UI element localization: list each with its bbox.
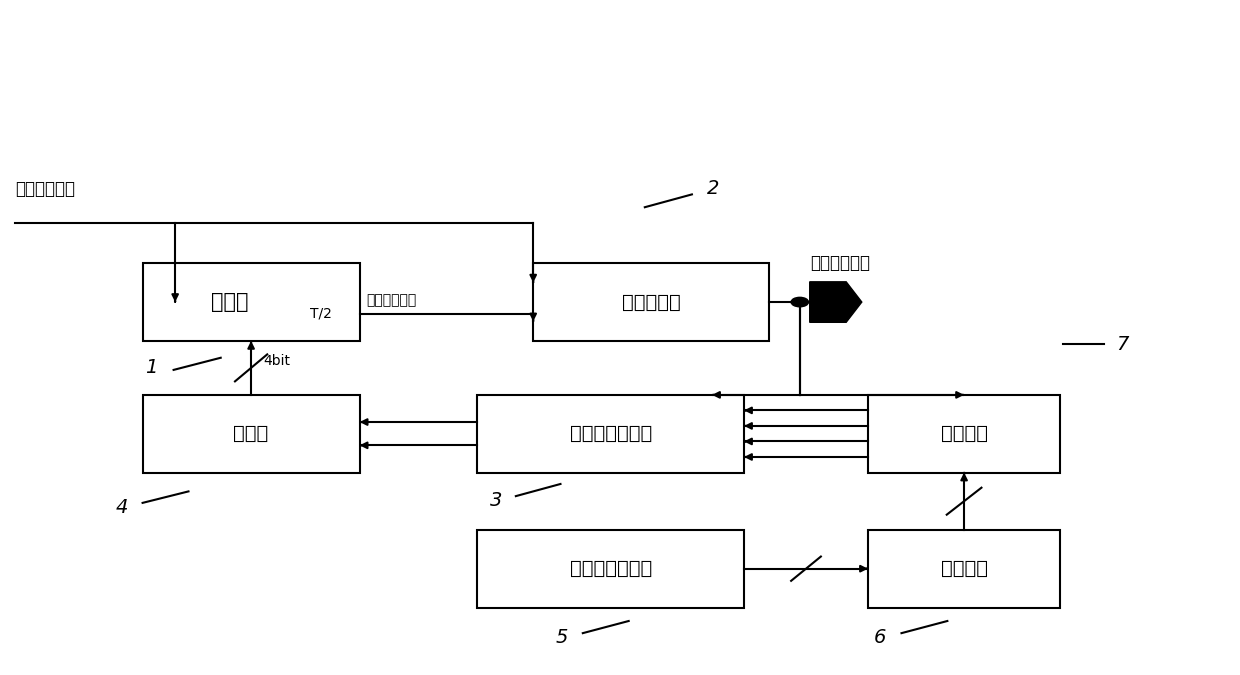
Text: 延时链: 延时链 [211,292,248,312]
Text: T/2: T/2 [310,306,331,321]
Circle shape [791,297,808,306]
Text: 5: 5 [556,628,568,647]
Bar [477,395,744,472]
Text: 占空比检测电路: 占空比检测电路 [569,424,652,443]
Text: 4: 4 [115,498,128,517]
Text: 2: 2 [707,180,719,198]
Text: 6: 6 [874,628,887,647]
Text: 第一时钟信号: 第一时钟信号 [15,180,74,198]
Text: 3: 3 [490,491,502,510]
Text: 编码电路: 编码电路 [941,559,987,578]
Bar [868,395,1060,472]
Text: 4bit: 4bit [263,354,290,368]
Text: 计数器: 计数器 [233,424,269,443]
Text: 时钟发生器: 时钟发生器 [621,292,681,312]
Bar [477,530,744,608]
Text: 7: 7 [1116,335,1128,354]
Bar [143,263,360,341]
Text: 第二时钟信号: 第二时钟信号 [810,254,869,272]
Text: 1: 1 [145,358,157,377]
Polygon shape [810,282,862,323]
Bar [143,395,360,472]
Text: 调整时钟信号: 调整时钟信号 [366,293,417,307]
Text: 工艺角检测电路: 工艺角检测电路 [569,559,652,578]
Bar [533,263,769,341]
Text: 译码电路: 译码电路 [941,424,987,443]
Bar [868,530,1060,608]
